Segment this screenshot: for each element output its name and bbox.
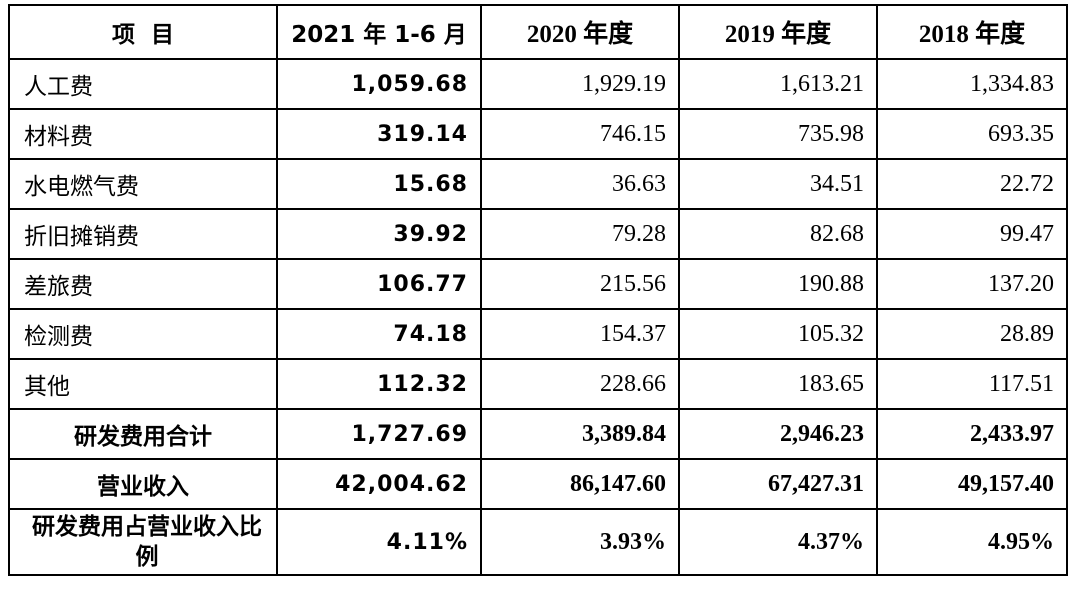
rd-expense-table: 项 目 2021 年 1-6 月 2020 年度 2019 年度 2018 年度…	[8, 4, 1068, 576]
row-label: 检测费	[8, 308, 278, 360]
cell-2020: 154.37	[480, 308, 680, 360]
cell-2018: 28.89	[876, 308, 1068, 360]
row-label: 其他	[8, 358, 278, 410]
cell-2020: 3.93%	[480, 508, 680, 576]
row-label: 人工费	[8, 58, 278, 110]
cell-2018: 693.35	[876, 108, 1068, 160]
table-row: 其他 112.32 228.66 183.65 117.51	[8, 358, 1068, 410]
cell-2021h1: 112.32	[276, 358, 482, 410]
cell-2019: 190.88	[678, 258, 878, 310]
row-label: 水电燃气费	[8, 158, 278, 210]
cell-2019: 735.98	[678, 108, 878, 160]
table-row: 差旅费 106.77 215.56 190.88 137.20	[8, 258, 1068, 310]
row-label: 营业收入	[8, 458, 278, 510]
row-label: 材料费	[8, 108, 278, 160]
cell-2021h1: 74.18	[276, 308, 482, 360]
header-period-2021h1: 2021 年 1-6 月	[276, 4, 482, 60]
cell-2020: 36.63	[480, 158, 680, 210]
cell-2018: 1,334.83	[876, 58, 1068, 110]
row-label: 差旅费	[8, 258, 278, 310]
cell-2019: 34.51	[678, 158, 878, 210]
table-row: 材料费 319.14 746.15 735.98 693.35	[8, 108, 1068, 160]
cell-2019: 105.32	[678, 308, 878, 360]
cell-2018: 2,433.97	[876, 408, 1068, 460]
cell-2021h1: 4.11%	[276, 508, 482, 576]
cell-2019: 2,946.23	[678, 408, 878, 460]
cell-2018: 22.72	[876, 158, 1068, 210]
rd-expense-table-container: 项 目 2021 年 1-6 月 2020 年度 2019 年度 2018 年度…	[8, 4, 1068, 576]
table-row-ratio: 研发费用占营业收入比例 4.11% 3.93% 4.37% 4.95%	[8, 508, 1068, 576]
header-period-2018: 2018 年度	[876, 4, 1068, 60]
cell-2018: 49,157.40	[876, 458, 1068, 510]
cell-2019: 1,613.21	[678, 58, 878, 110]
cell-2019: 4.37%	[678, 508, 878, 576]
row-label: 研发费用合计	[8, 408, 278, 460]
cell-2018: 117.51	[876, 358, 1068, 410]
cell-2020: 79.28	[480, 208, 680, 260]
table-row-total: 研发费用合计 1,727.69 3,389.84 2,946.23 2,433.…	[8, 408, 1068, 460]
cell-2019: 82.68	[678, 208, 878, 260]
cell-2020: 1,929.19	[480, 58, 680, 110]
cell-2020: 215.56	[480, 258, 680, 310]
table-header-row: 项 目 2021 年 1-6 月 2020 年度 2019 年度 2018 年度	[8, 4, 1068, 60]
cell-2021h1: 42,004.62	[276, 458, 482, 510]
cell-2021h1: 39.92	[276, 208, 482, 260]
table-row: 检测费 74.18 154.37 105.32 28.89	[8, 308, 1068, 360]
header-period-2020: 2020 年度	[480, 4, 680, 60]
header-item: 项 目	[8, 4, 278, 60]
cell-2019: 183.65	[678, 358, 878, 410]
cell-2019: 67,427.31	[678, 458, 878, 510]
cell-2018: 99.47	[876, 208, 1068, 260]
cell-2020: 746.15	[480, 108, 680, 160]
cell-2018: 4.95%	[876, 508, 1068, 576]
cell-2021h1: 15.68	[276, 158, 482, 210]
cell-2021h1: 1,727.69	[276, 408, 482, 460]
cell-2020: 228.66	[480, 358, 680, 410]
cell-2021h1: 1,059.68	[276, 58, 482, 110]
cell-2021h1: 106.77	[276, 258, 482, 310]
table-row: 折旧摊销费 39.92 79.28 82.68 99.47	[8, 208, 1068, 260]
header-period-2019: 2019 年度	[678, 4, 878, 60]
table-row: 人工费 1,059.68 1,929.19 1,613.21 1,334.83	[8, 58, 1068, 110]
table-row: 水电燃气费 15.68 36.63 34.51 22.72	[8, 158, 1068, 210]
cell-2021h1: 319.14	[276, 108, 482, 160]
table-row-revenue: 营业收入 42,004.62 86,147.60 67,427.31 49,15…	[8, 458, 1068, 510]
row-label: 研发费用占营业收入比例	[8, 508, 278, 576]
cell-2020: 3,389.84	[480, 408, 680, 460]
cell-2020: 86,147.60	[480, 458, 680, 510]
row-label: 折旧摊销费	[8, 208, 278, 260]
cell-2018: 137.20	[876, 258, 1068, 310]
